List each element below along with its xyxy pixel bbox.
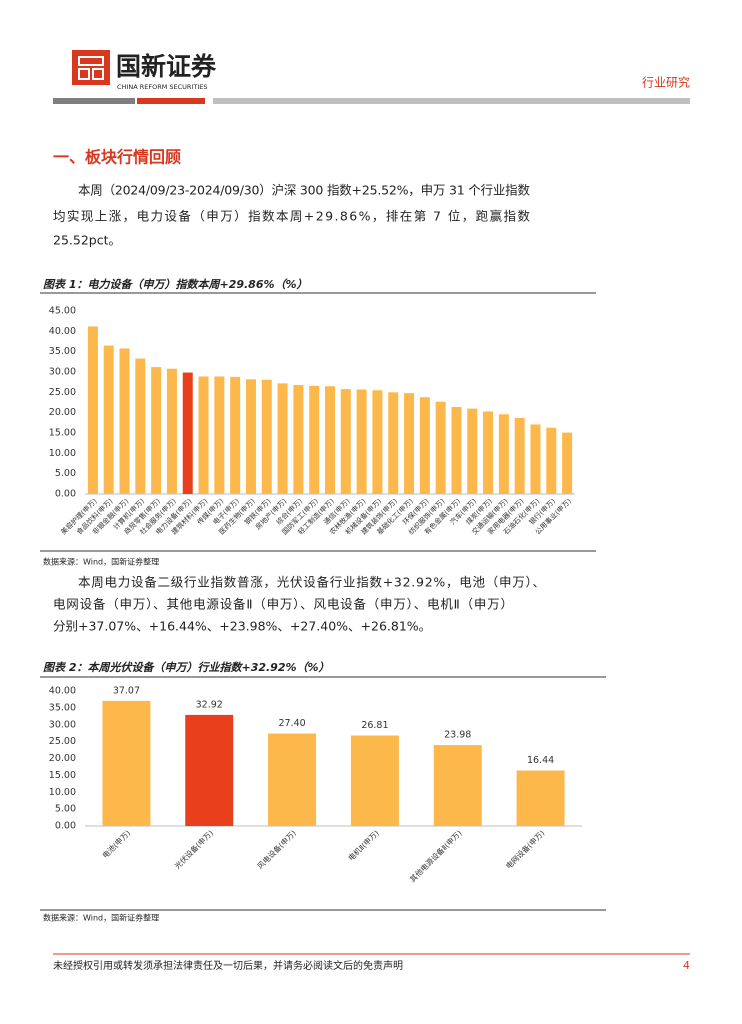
- bar: [87, 326, 98, 494]
- y-tick-label: 30.00: [49, 719, 76, 730]
- bar: [135, 358, 146, 494]
- y-tick-label: 40.00: [49, 326, 76, 337]
- logo-name: 国新证券: [116, 52, 217, 81]
- bar: [483, 411, 494, 494]
- value-label: 27.40: [278, 718, 305, 729]
- bar: [562, 432, 573, 494]
- y-tick-label: 5.00: [55, 804, 76, 815]
- logo-icon: [72, 50, 110, 85]
- bar: [404, 393, 415, 494]
- x-tick-label: 电网设备(申万): [503, 828, 546, 871]
- bar: [433, 745, 482, 826]
- bar: [309, 385, 320, 494]
- bar: [325, 386, 335, 494]
- paragraph-line: 本周（2024/09/23-2024/09/30）沪深 300 指数+25.52…: [78, 183, 530, 198]
- bar: [340, 389, 351, 494]
- value-label: 16.44: [527, 755, 554, 766]
- header-bar: [213, 98, 690, 104]
- value-label: 32.92: [196, 699, 223, 710]
- logo-glyph: [92, 68, 104, 80]
- x-tick-label: 电池(申万): [100, 828, 132, 860]
- y-tick-label: 35.00: [49, 702, 76, 713]
- bar: [185, 714, 234, 826]
- bar: [198, 376, 209, 494]
- bar: [498, 414, 509, 494]
- y-tick-label: 40.00: [49, 686, 76, 697]
- bar: [102, 700, 151, 826]
- category: 行业研究: [642, 75, 690, 90]
- bar: [182, 372, 193, 494]
- bar: [516, 770, 565, 826]
- bar: [277, 383, 288, 494]
- bar: [514, 417, 525, 494]
- y-tick-label: 15.00: [49, 770, 76, 781]
- bar: [419, 397, 430, 494]
- paragraph-line: 25.52pct。: [53, 233, 121, 248]
- x-tick-label: 光伏设备(申万): [172, 828, 215, 871]
- bar: [103, 345, 114, 494]
- y-tick-label: 20.00: [49, 407, 76, 418]
- y-tick-label: 30.00: [49, 367, 76, 378]
- value-label: 37.07: [113, 685, 140, 696]
- chart-source: 数据来源：Wind，国新证券整理: [43, 913, 159, 923]
- y-tick-label: 10.00: [49, 448, 76, 459]
- bar: [451, 406, 462, 494]
- paragraph-line: 电网设备（申万）、其他电源设备Ⅱ（申万）、风电设备（申万）、电机Ⅱ（申万）: [53, 597, 513, 612]
- x-tick-label: 其他电源设备Ⅱ(申万): [407, 828, 463, 884]
- header-bar: [53, 98, 135, 104]
- paragraph-line: 均实现上涨，电力设备（申万）指数本周+29.86%，排在第 7 位，跑赢指数: [53, 209, 530, 224]
- x-tick-label: 风电设备(申万): [255, 828, 298, 871]
- y-tick-label: 25.00: [49, 387, 76, 398]
- value-label: 26.81: [361, 720, 388, 731]
- bar: [546, 427, 557, 494]
- bar: [245, 379, 256, 494]
- bar: [372, 390, 383, 494]
- chart-source: 数据来源：Wind，国新证券整理: [43, 557, 159, 567]
- chart-title: 图表 1：电力设备（申万）指数本周+29.86%（%）: [43, 278, 308, 291]
- page-number: 4: [683, 959, 690, 972]
- paragraph-line: 分别+37.07%、+16.44%、+23.98%、+27.40%、+26.81…: [53, 619, 431, 634]
- y-tick-label: 0.00: [55, 821, 76, 832]
- bar: [467, 408, 478, 494]
- bar: [151, 367, 162, 494]
- bar: [214, 376, 225, 494]
- bar: [119, 348, 130, 494]
- bar: [166, 368, 177, 494]
- y-tick-label: 15.00: [49, 428, 76, 439]
- bar: [388, 392, 399, 494]
- chart-title: 图表 2：本周光伏设备（申万）行业指数+32.92%（%）: [43, 661, 330, 674]
- paragraph-line: 本周电力设备二级行业指数普涨，光伏设备行业指数+32.92%，电池（申万）、: [78, 575, 545, 590]
- bar: [350, 735, 399, 826]
- bar: [293, 385, 304, 494]
- bar: [435, 401, 446, 494]
- y-tick-label: 25.00: [49, 736, 76, 747]
- y-tick-label: 0.00: [55, 489, 76, 500]
- header-bar: [137, 98, 205, 104]
- y-tick-label: 35.00: [49, 346, 76, 357]
- section-title: 一、板块行情回顾: [53, 148, 181, 167]
- bar: [268, 733, 317, 826]
- logo-glyph: [78, 68, 90, 80]
- logo-glyph: [78, 56, 104, 66]
- y-tick-label: 10.00: [49, 787, 76, 798]
- y-tick-label: 45.00: [49, 306, 76, 317]
- x-tick-label: 电机Ⅱ(申万): [346, 828, 381, 863]
- bar: [530, 424, 541, 494]
- bar: [356, 389, 367, 494]
- disclaimer: 未经授权引用或转发须承担法律责任及一切后果，并请务必阅读文后的免责声明: [53, 959, 403, 972]
- value-label: 23.98: [444, 730, 471, 741]
- bar: [230, 376, 241, 494]
- y-tick-label: 5.00: [55, 468, 76, 479]
- bar: [261, 379, 272, 494]
- logo-subtitle: CHINA REFORM SECURITIES: [117, 83, 207, 91]
- y-tick-label: 20.00: [49, 753, 76, 764]
